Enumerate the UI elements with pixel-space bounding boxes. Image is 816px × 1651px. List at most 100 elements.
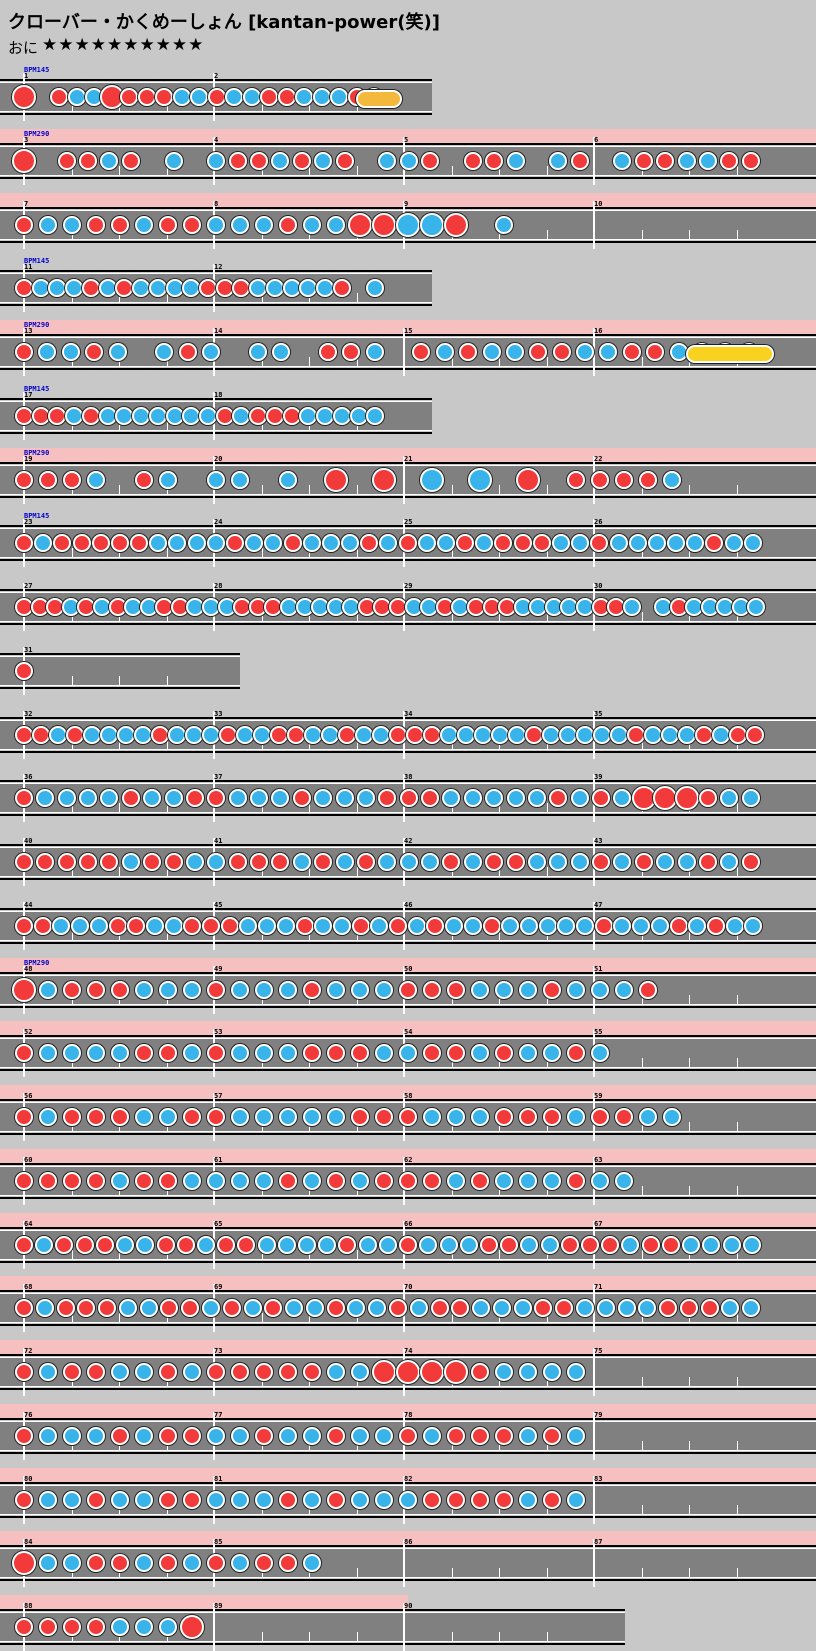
don-note xyxy=(15,1299,33,1318)
ka-note xyxy=(615,1171,633,1190)
beat-tick xyxy=(736,867,738,877)
measure-bar xyxy=(593,1284,595,1333)
row-line-top xyxy=(0,82,432,83)
ka-note xyxy=(399,151,418,170)
don-note xyxy=(95,1235,114,1254)
don-note xyxy=(159,1554,177,1573)
don-note xyxy=(12,1551,36,1576)
don-note xyxy=(63,1363,81,1381)
measure-bar xyxy=(593,1539,595,1588)
ka-note xyxy=(663,1108,681,1126)
don-note xyxy=(698,789,717,808)
ka-note xyxy=(445,916,464,935)
ka-note xyxy=(118,1299,137,1318)
ka-note xyxy=(639,1108,657,1126)
beat-tick xyxy=(499,484,500,495)
beat-tick xyxy=(71,102,73,112)
row-line-top xyxy=(0,337,816,338)
row-border-top xyxy=(0,1226,816,1229)
beat-tick xyxy=(499,1568,500,1579)
don-note xyxy=(155,88,174,106)
ka-note xyxy=(239,916,258,935)
don-note xyxy=(720,151,739,170)
beat-tick xyxy=(356,1632,358,1642)
ka-note xyxy=(63,215,81,234)
ka-note xyxy=(108,343,127,361)
bpm-marker: BPM145 xyxy=(24,257,50,266)
don-note xyxy=(570,151,589,170)
ka-note xyxy=(292,853,311,871)
don-note xyxy=(63,470,81,489)
beat-tick xyxy=(499,1440,500,1451)
beat-tick xyxy=(71,739,73,750)
ka-note xyxy=(678,725,696,744)
ka-note xyxy=(132,406,151,425)
beat-tick xyxy=(309,867,310,877)
ka-note xyxy=(183,1363,201,1381)
measure-number: 83 xyxy=(594,1474,603,1483)
ka-note xyxy=(596,1299,615,1318)
ka-note xyxy=(79,789,98,808)
row-border-bottom xyxy=(0,559,816,562)
beat-tick xyxy=(499,1632,500,1642)
ka-note xyxy=(136,1235,155,1254)
beat-tick xyxy=(309,612,310,622)
don-note xyxy=(399,1426,417,1445)
don-note xyxy=(372,467,396,492)
row-line-top xyxy=(0,145,816,147)
ka-note xyxy=(609,534,628,553)
bpm-band xyxy=(0,320,816,336)
ka-note xyxy=(135,1426,153,1445)
ka-note xyxy=(419,1235,438,1254)
ka-note xyxy=(669,343,688,361)
ka-note xyxy=(436,534,455,553)
don-note xyxy=(338,725,356,744)
beat-tick xyxy=(166,102,168,112)
ka-note xyxy=(743,534,762,553)
don-note xyxy=(421,151,440,170)
row-line-bottom xyxy=(0,1513,816,1515)
don-note xyxy=(183,916,202,935)
ka-note xyxy=(202,343,220,361)
beat-tick xyxy=(119,1440,120,1451)
don-note xyxy=(471,1363,489,1381)
ka-note xyxy=(698,151,717,170)
don-note xyxy=(130,534,149,553)
don-note xyxy=(255,1363,273,1381)
ka-note xyxy=(318,1235,337,1254)
ka-note xyxy=(207,470,225,489)
ka-note xyxy=(303,1108,321,1126)
measure-number: 52 xyxy=(24,1028,33,1037)
ka-note xyxy=(34,534,53,553)
beat-tick xyxy=(119,1313,120,1324)
beat-tick xyxy=(499,1122,500,1132)
ka-note xyxy=(182,406,201,425)
beat-tick xyxy=(309,420,310,431)
ka-note xyxy=(722,1235,741,1254)
ka-note xyxy=(149,534,168,553)
ka-note xyxy=(98,406,117,425)
don-note xyxy=(442,853,461,871)
don-note xyxy=(412,343,431,361)
beat-tick xyxy=(689,1249,690,1260)
ka-note xyxy=(305,1299,324,1318)
don-note xyxy=(348,212,372,237)
ka-note xyxy=(299,406,318,425)
beat-tick xyxy=(309,930,310,941)
measure-number: 38 xyxy=(404,773,413,782)
ka-note xyxy=(248,343,267,361)
ka-note xyxy=(135,1490,153,1509)
beat-tick xyxy=(641,1313,643,1324)
don-note xyxy=(87,1171,105,1190)
don-note xyxy=(351,916,370,935)
ka-note xyxy=(255,1044,273,1063)
ka-note xyxy=(164,916,183,935)
beat-tick xyxy=(119,739,120,750)
row-border-bottom xyxy=(0,304,432,307)
ka-note xyxy=(375,980,393,999)
don-note xyxy=(121,151,140,170)
ka-note xyxy=(519,1171,537,1190)
ka-note xyxy=(661,725,679,744)
don-note xyxy=(237,1235,256,1254)
beat-tick xyxy=(546,1504,548,1515)
